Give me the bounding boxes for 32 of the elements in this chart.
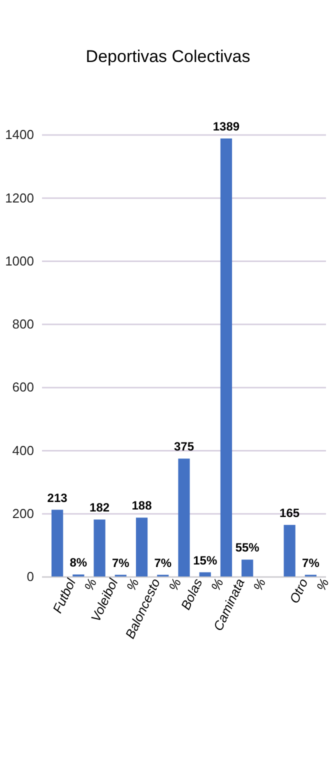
bar (136, 518, 148, 577)
bar (242, 560, 254, 577)
bar (220, 138, 232, 577)
data-label: 1389 (212, 119, 240, 134)
data-label: 182 (90, 500, 110, 515)
x-tick-label: % (313, 576, 332, 594)
x-tick-label: % (250, 576, 269, 594)
bar (94, 520, 106, 577)
data-label: 15% (193, 553, 218, 568)
data-label: 165 (280, 506, 300, 520)
bar (178, 458, 190, 577)
bar (284, 524, 296, 577)
data-label: 55% (235, 540, 260, 555)
data-label: 7% (302, 556, 320, 570)
y-tick-label: 800 (12, 316, 34, 332)
y-tick-label: 1400 (5, 127, 34, 142)
data-label: 375 (174, 440, 194, 454)
data-label: 8% (70, 555, 88, 570)
y-tick-label: 400 (12, 442, 34, 458)
data-label: 188 (132, 498, 152, 513)
data-label: 7% (154, 556, 172, 570)
x-tick-label: Otro (286, 576, 311, 606)
chart-title: Deportivas Colectivas (86, 47, 250, 66)
x-tick-label: % (166, 576, 184, 594)
y-tick-label: 0 (26, 569, 34, 584)
bar (52, 510, 64, 577)
y-tick-label: 1000 (5, 253, 34, 268)
y-tick-label: 600 (12, 380, 34, 395)
y-tick-label: 1200 (5, 190, 34, 206)
data-label: 213 (47, 490, 68, 505)
y-tick-label: 200 (12, 506, 34, 522)
data-label: 7% (112, 556, 130, 570)
